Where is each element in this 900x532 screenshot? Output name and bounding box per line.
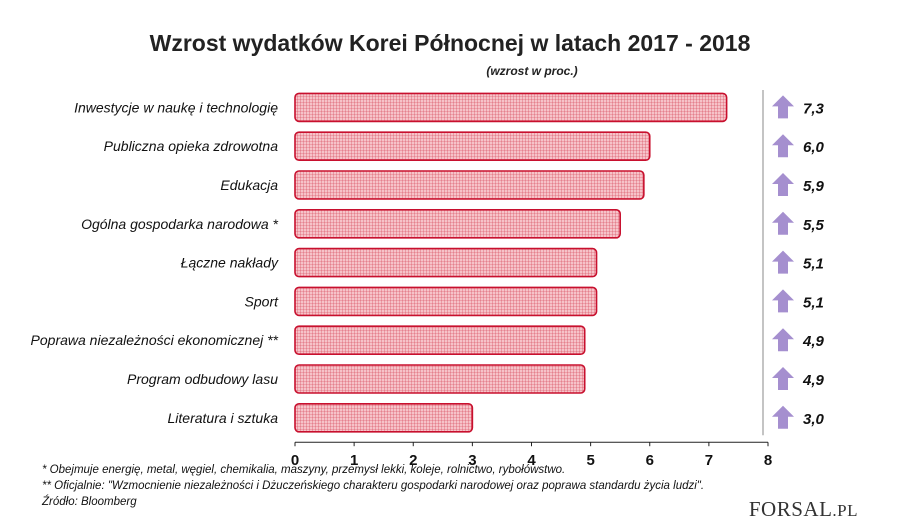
footnote-1: * Obejmuje energię, metal, węgiel, chemi…	[42, 464, 566, 476]
x-tick-label: 3	[468, 452, 476, 469]
x-tick-label: 6	[646, 452, 654, 469]
chart-title: Wzrost wydatków Korei Północnej w latach…	[149, 30, 751, 56]
category-label: Literatura i sztuka	[168, 410, 279, 426]
up-arrow-icon	[772, 95, 794, 119]
bar	[294, 209, 621, 239]
x-tick-label: 8	[764, 452, 772, 469]
chart-subtitle: (wzrost w proc.)	[486, 64, 578, 78]
footnote-2: ** Oficjalnie: "Wzmocnienie niezależnośc…	[42, 480, 705, 492]
data-label: 5,1	[803, 294, 824, 311]
footnotes: * Obejmuje energię, metal, węgiel, chemi…	[42, 462, 704, 510]
bar	[294, 325, 586, 356]
up-arrow-icon	[772, 405, 794, 429]
data-label: 5,5	[803, 217, 825, 234]
data-label: 6,0	[803, 139, 825, 156]
up-arrow-icon	[772, 211, 794, 235]
bar	[294, 247, 598, 278]
up-arrow-icon	[772, 134, 794, 158]
bar	[294, 131, 651, 161]
bar-chart: Inwestycje w naukę i technologię 7,3 Publi…	[31, 90, 825, 469]
x-tick-label: 4	[527, 452, 536, 469]
bar	[294, 402, 474, 433]
x-tick-label: 2	[409, 452, 417, 469]
forsal-logo: FORSAL.PL	[749, 497, 858, 522]
category-label: Inwestycje w naukę i technologię	[74, 99, 278, 115]
category-label: Edukacja	[220, 177, 278, 193]
category-label: Ogólna gospodarka narodowa *	[81, 216, 278, 232]
bar	[294, 364, 586, 394]
data-label: 4,9	[802, 333, 825, 350]
up-arrow-icon	[772, 289, 794, 313]
source-note: Źródło: Bloomberg	[42, 496, 137, 508]
up-arrow-icon	[772, 173, 794, 196]
logo-suffix: .PL	[832, 501, 858, 520]
data-label: 5,1	[803, 256, 824, 273]
data-label: 4,9	[802, 372, 825, 389]
data-label: 5,9	[803, 178, 825, 195]
category-label: Poprawa niezależności ekonomicznej **	[31, 332, 279, 348]
logo-main: FORSAL	[748, 497, 833, 521]
x-tick-label: 5	[586, 452, 594, 469]
bar	[294, 170, 645, 200]
category-label: Łączne nakłady	[181, 255, 279, 271]
up-arrow-icon	[772, 367, 794, 390]
up-arrow-icon	[772, 250, 794, 274]
data-label: 7,3	[803, 100, 825, 117]
up-arrow-icon	[772, 328, 794, 352]
data-label: 3,0	[803, 411, 825, 428]
x-tick-label: 0	[291, 452, 299, 469]
bar	[294, 92, 728, 123]
category-label: Sport	[245, 293, 280, 309]
category-label: Program odbudowy lasu	[127, 371, 278, 387]
bar	[294, 286, 598, 317]
category-label: Publiczna opieka zdrowotna	[104, 138, 279, 154]
x-tick-label: 7	[705, 452, 713, 469]
x-tick-label: 1	[350, 452, 358, 469]
